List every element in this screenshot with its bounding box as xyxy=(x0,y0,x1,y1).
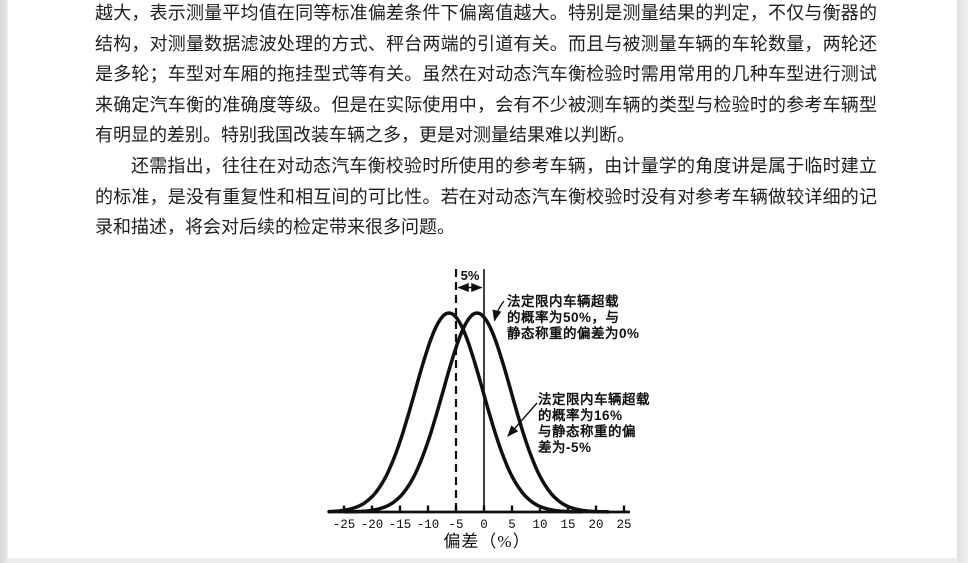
leader-line-0pct xyxy=(492,300,505,322)
text-line: 录和描述，将会对后续的检定带来很多问题。 xyxy=(95,217,455,238)
text-line: 有明显的差别。特别我国改装车辆之多，更是对测量结果难以判断。 xyxy=(95,125,635,146)
gap-percent-label: 5% xyxy=(461,268,480,283)
leader-line-minus5pct xyxy=(507,402,538,437)
text-line: 越大，表示测量平均值在同等标准偏差条件下偏离值越大。特别是测量结果的判定，不仅与… xyxy=(95,3,877,23)
distribution-curve xyxy=(327,311,582,514)
x-tick-label: -20 xyxy=(361,518,384,532)
axis-group: -25 -20 -15 -10 -5 0 5 10 15 20 25 偏差（%） xyxy=(328,505,632,551)
text-line: 的标准，是没有重复性和相互间的可比性。若在对动态汽车衡校验时没有对参考车辆做较详… xyxy=(95,186,877,207)
x-axis-title: 偏差（%） xyxy=(443,532,530,551)
x-tick-label: -15 xyxy=(389,518,412,532)
page-right-edge xyxy=(957,0,968,563)
text-line: 还需指出，往往在对动态汽车衡校验时所使用的参考车辆，由计量学的角度讲是属于临时建… xyxy=(131,155,877,176)
page-left-edge xyxy=(0,0,8,563)
distribution-curve xyxy=(344,311,610,514)
curve-annotation-minus5pct: 法定限内车辆超载 的概率为16% 与静态称重的偏 差为-5% xyxy=(538,392,650,455)
leader-lines-group xyxy=(492,300,538,437)
x-tick-label: 20 xyxy=(588,518,603,532)
x-tick-label: -5 xyxy=(448,518,463,532)
curve-annotation-0pct: 法定限内车辆超载 的概率为50%，与 静态称重的偏差为0% xyxy=(507,294,640,341)
x-tick-label: -25 xyxy=(333,518,356,532)
x-tick-label: 5 xyxy=(508,518,516,532)
figure-canvas: -25 -20 -15 -10 -5 0 5 10 15 20 25 偏差（%） 5% xyxy=(327,268,632,551)
text-line: 来确定汽车衡的准确度等级。但是在实际使用中，会有不少被测车辆的类型与检验时的参考… xyxy=(95,94,877,115)
text-line: 是多轮；车型对车厢的拖挂型式等有关。虽然在对动态汽车衡检验时需用常用的几种车型进… xyxy=(95,64,877,85)
x-tick-label: -10 xyxy=(417,518,440,532)
gap-annotation-group: 5% xyxy=(457,268,483,293)
reference-lines-group xyxy=(454,269,485,512)
x-tick-label: 0 xyxy=(480,518,488,532)
distribution-figure: -25 -20 -15 -10 -5 0 5 10 15 20 25 偏差（%） 5% 法定限内车辆超… xyxy=(300,256,730,558)
text-line: 结构，对测量数据滤波处理的方式、秤台两端的引道有关。而且与被测量车辆的车轮数量，… xyxy=(95,33,877,54)
body-text: 越大，表示测量平均值在同等标准偏差条件下偏离值越大。特别是测量结果的判定，不仅与… xyxy=(95,0,877,243)
page-bottom-edge xyxy=(7,558,958,563)
curves-group xyxy=(327,311,610,514)
x-tick-label: 25 xyxy=(616,518,631,532)
x-tick-label: 10 xyxy=(532,518,547,532)
x-tick-label: 15 xyxy=(560,518,575,532)
